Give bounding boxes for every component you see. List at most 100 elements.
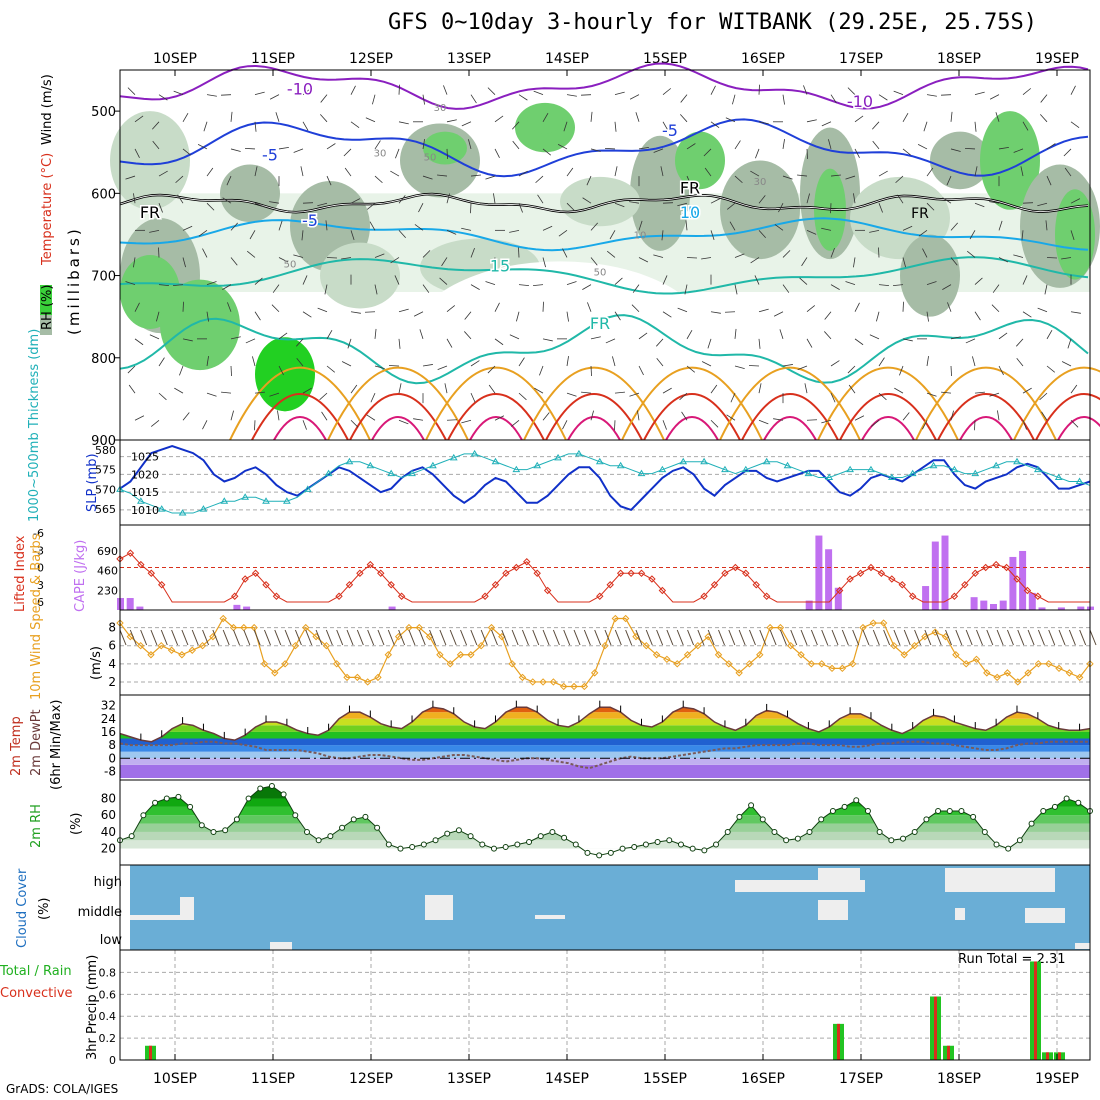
wind-marker: [374, 673, 382, 682]
wind-marker: [652, 651, 661, 659]
surface-wind-barb: [305, 629, 313, 646]
wind-barb: [989, 201, 1000, 204]
temp-tick: -8: [104, 764, 116, 778]
wind-marker: [642, 641, 650, 650]
wind-barb: [269, 94, 280, 100]
wind-barb: [494, 148, 500, 159]
wind-barb: [782, 138, 785, 149]
wind-barb: [350, 198, 361, 204]
wind-barb: [446, 305, 456, 313]
wind-barb: [437, 174, 448, 177]
thickness-marker: [262, 497, 270, 504]
wind-barb: [206, 356, 209, 367]
wind-barb: [824, 311, 832, 320]
precip-tick: 0.6: [99, 988, 117, 1001]
thickness-marker: [1054, 473, 1063, 481]
wind-barb: [894, 387, 904, 394]
wind-barb: [946, 175, 952, 186]
wind-barb: [1070, 198, 1081, 204]
surface-wind-barb: [181, 629, 189, 646]
precip-conv-bar: [934, 996, 937, 1060]
wind-barb: [302, 275, 308, 285]
surface-wind-barb: [924, 629, 932, 646]
wind-barb: [325, 220, 328, 231]
li-marker: [262, 581, 270, 589]
wind-barb: [797, 365, 808, 370]
rh-marker: [748, 802, 755, 809]
wind-barb: [806, 229, 817, 235]
wind-barb: [656, 357, 664, 367]
rh-tick: 60: [101, 808, 116, 822]
wind-barb: [494, 415, 505, 421]
wind-barb: [918, 230, 928, 237]
wind-marker: [363, 678, 372, 686]
wind-barb: [1022, 121, 1029, 131]
cloud-level-label: low: [100, 933, 123, 948]
wind-barb: [179, 365, 184, 376]
date-label-bottom: 13SEP: [447, 1071, 491, 1087]
temp-contour-15: [119, 314, 1089, 385]
ua-ylabel-wind: Wind (m/s): [40, 74, 55, 145]
rh-marker: [958, 808, 965, 815]
cape-bar: [1009, 556, 1017, 610]
wind-barb: [468, 139, 472, 150]
wind-barb: [254, 391, 265, 394]
wind-barb: [461, 227, 472, 231]
wind-barb: [1016, 338, 1024, 347]
surface-wind-barb: [191, 629, 199, 646]
surface-wind-barb: [728, 629, 736, 646]
temp-arch: [1013, 366, 1100, 441]
wind-barb: [992, 284, 1000, 293]
wind-barb: [605, 338, 616, 344]
precip-conv-bar: [1046, 1052, 1049, 1060]
thickness-marker: [929, 461, 938, 469]
wind-barb: [1040, 94, 1048, 103]
thickness-marker: [721, 465, 729, 473]
wind-barb: [202, 248, 208, 258]
rh-marker: [280, 791, 287, 798]
temp-band: [120, 712, 1090, 719]
surface-wind-barb: [140, 629, 148, 646]
wind-marker: [281, 660, 289, 668]
wind-barb: [1070, 311, 1081, 314]
surface-wind-barb: [583, 629, 591, 646]
wind-barb: [134, 115, 144, 123]
wind-barb: [922, 420, 928, 430]
rh-marker: [409, 843, 416, 850]
wind-barb: [398, 195, 406, 204]
surface-wind-barb: [233, 629, 240, 646]
wind-barb: [300, 166, 304, 177]
wind-barb: [1046, 175, 1052, 186]
temp-arch: [915, 366, 1057, 441]
freezing-level-inner: [119, 193, 1089, 213]
rh-marker: [315, 837, 322, 844]
thickness-marker: [908, 469, 917, 477]
rh-marker: [455, 827, 462, 834]
wind-barb: [869, 334, 880, 340]
wind-barb: [782, 175, 793, 180]
date-label-top: 14SEP: [545, 51, 589, 67]
wind-barb: [821, 419, 832, 424]
wind-barb: [446, 119, 457, 123]
precip-tick: 0.2: [99, 1032, 117, 1045]
rh-marker: [1028, 820, 1035, 827]
wind-barb: [734, 253, 745, 258]
wind-barb: [803, 85, 808, 95]
temp-arch: [251, 392, 349, 441]
surface-wind-barb: [955, 629, 963, 646]
wind-barb: [278, 332, 288, 340]
wind-barb: [562, 248, 568, 258]
li-ylabel: Lifted Index: [13, 535, 28, 612]
wind-barb: [254, 277, 263, 285]
temp-arch: [817, 366, 959, 441]
wind-barb: [278, 146, 289, 150]
wind-barb: [902, 301, 904, 312]
wind-barb: [677, 202, 688, 207]
wind-barb: [758, 383, 762, 394]
thickness-marker: [950, 465, 959, 473]
li-marker: [971, 569, 979, 577]
wind-barb: [853, 193, 856, 204]
surface-wind-barb: [903, 629, 911, 646]
precip-tick: 0.4: [99, 1010, 117, 1023]
li-marker: [658, 586, 667, 595]
